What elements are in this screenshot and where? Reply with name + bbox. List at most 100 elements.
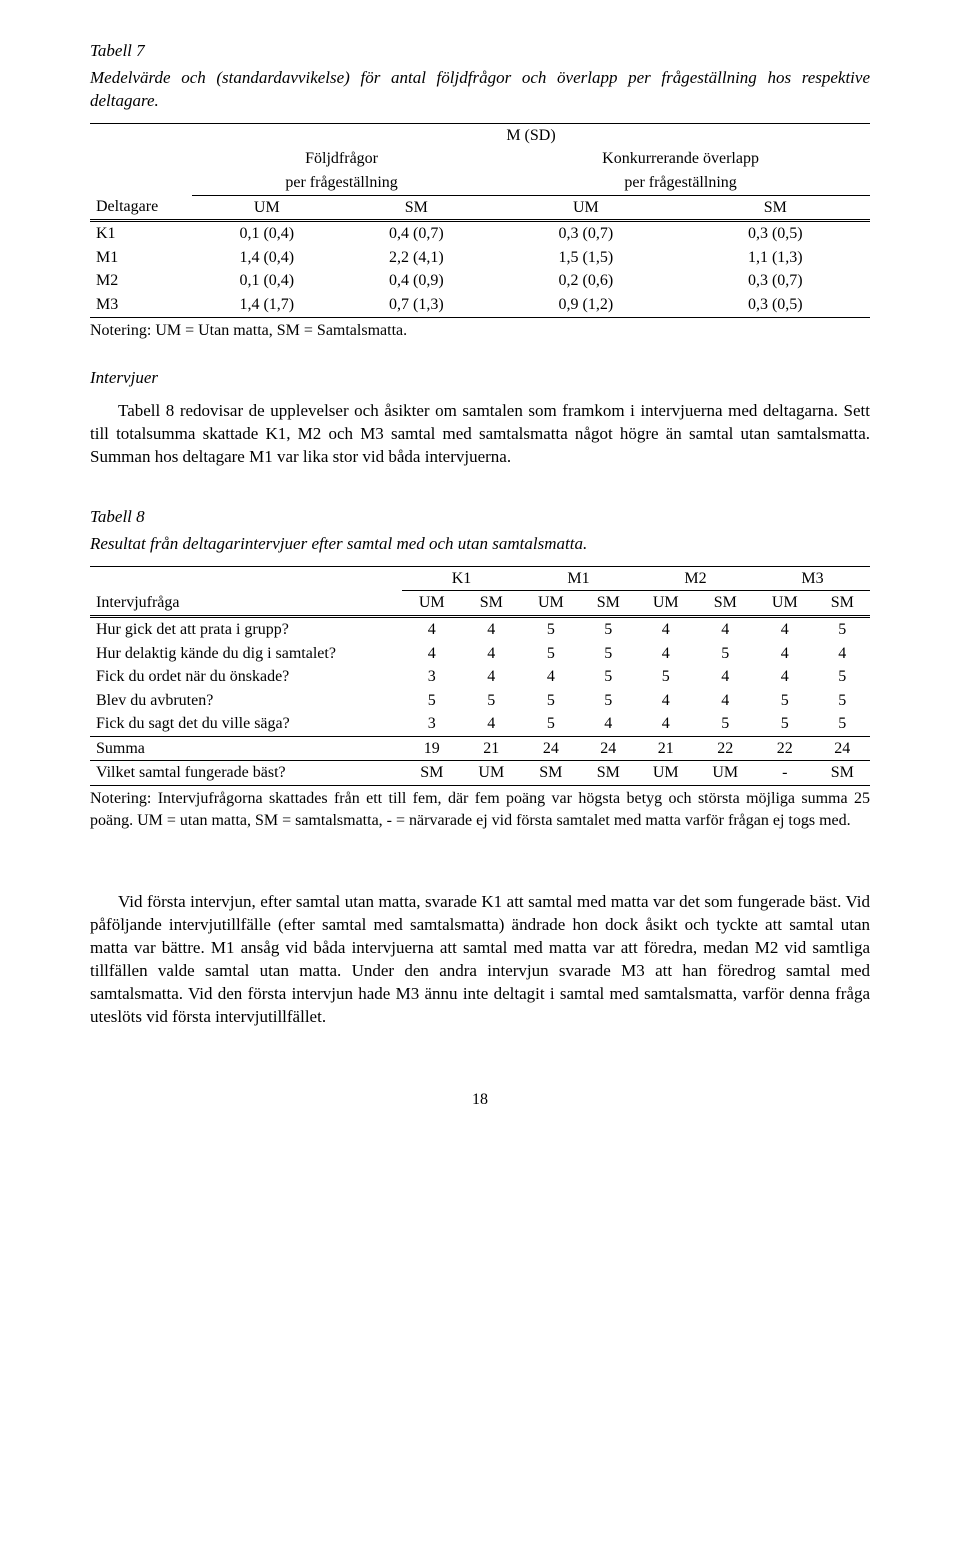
t8-sum: 19 <box>402 736 462 761</box>
t7-row-label: M1 <box>90 246 192 270</box>
t8-sub: SM <box>695 591 755 617</box>
t7-head-msd: M (SD) <box>192 123 870 147</box>
t8-q: Blev du avbruten? <box>90 689 402 713</box>
t8-cell: 4 <box>402 616 462 641</box>
t8-cell: 5 <box>581 616 636 641</box>
t8-best-label: Vilket samtal fungerade bäst? <box>90 761 402 786</box>
t7-cell: 0,9 (1,2) <box>491 293 680 317</box>
t8-cell: 3 <box>402 712 462 736</box>
t8-cell: 5 <box>755 689 815 713</box>
t8-cell: 5 <box>815 616 870 641</box>
t8-cell: 5 <box>521 689 581 713</box>
t7-row-label: M2 <box>90 269 192 293</box>
t8-cell: 5 <box>636 665 696 689</box>
t8-cell: 5 <box>581 665 636 689</box>
t8-cell: 3 <box>402 665 462 689</box>
t8-cell: 5 <box>462 689 522 713</box>
t8-sum: 24 <box>815 736 870 761</box>
t8-best: SM <box>521 761 581 786</box>
t8-sum-label: Summa <box>90 736 402 761</box>
t7-cell: 0,2 (0,6) <box>491 269 680 293</box>
t7-col-sm1: SM <box>342 195 492 221</box>
t8-cell: 5 <box>815 665 870 689</box>
t8-sum: 24 <box>581 736 636 761</box>
t8-best: SM <box>815 761 870 786</box>
t7-col-um1: UM <box>192 195 342 221</box>
t8-sub: UM <box>636 591 696 617</box>
t8-best: UM <box>636 761 696 786</box>
t8-sum: 24 <box>521 736 581 761</box>
t8-part: M2 <box>636 566 755 591</box>
table8-caption: Resultat från deltagarintervjuer efter s… <box>90 533 870 556</box>
t8-part: M1 <box>521 566 636 591</box>
t7-cell: 0,3 (0,7) <box>681 269 870 293</box>
t8-cell: 4 <box>636 616 696 641</box>
t8-cell: 4 <box>755 616 815 641</box>
t8-q: Hur gick det att prata i grupp? <box>90 616 402 641</box>
t8-cell: 5 <box>815 689 870 713</box>
t8-cell: 4 <box>636 689 696 713</box>
t8-cell: 4 <box>695 689 755 713</box>
t8-sub: UM <box>521 591 581 617</box>
t8-best: UM <box>695 761 755 786</box>
t8-cell: 4 <box>462 642 522 666</box>
t8-sum: 21 <box>636 736 696 761</box>
t8-sub: UM <box>755 591 815 617</box>
page-number: 18 <box>90 1089 870 1111</box>
t7-head-left: Följdfrågor <box>192 147 491 171</box>
t8-sum: 22 <box>755 736 815 761</box>
t7-cell: 1,1 (1,3) <box>681 246 870 270</box>
t7-cell: 0,3 (0,5) <box>681 293 870 317</box>
t7-cell: 1,5 (1,5) <box>491 246 680 270</box>
t7-cell: 0,7 (1,3) <box>342 293 492 317</box>
table7-caption: Medelvärde och (standardavvikelse) för a… <box>90 67 870 113</box>
table7: M (SD) Följdfrågor Konkurrerande överlap… <box>90 123 870 318</box>
t8-cell: 4 <box>402 642 462 666</box>
t7-row-label: M3 <box>90 293 192 317</box>
t7-cell: 1,4 (1,7) <box>192 293 342 317</box>
t8-best: SM <box>402 761 462 786</box>
para1: Tabell 8 redovisar de upplevelser och ås… <box>90 400 870 469</box>
t8-sub: SM <box>815 591 870 617</box>
t8-sub: SM <box>581 591 636 617</box>
t8-cell: 4 <box>462 616 522 641</box>
t8-cell: 4 <box>462 712 522 736</box>
t8-cell: 5 <box>402 689 462 713</box>
t8-cell: 5 <box>521 616 581 641</box>
t7-cell: 2,2 (4,1) <box>342 246 492 270</box>
t7-head-right2: per frågeställning <box>491 171 870 195</box>
t8-q: Fick du ordet när du önskade? <box>90 665 402 689</box>
t8-cell: 4 <box>521 665 581 689</box>
t8-part: M3 <box>755 566 870 591</box>
t8-sub: UM <box>402 591 462 617</box>
table8: K1 M1 M2 M3 Intervjufråga UM SM UM SM UM… <box>90 566 870 786</box>
t8-cell: 4 <box>636 712 696 736</box>
para2: Vid första intervjun, efter samtal utan … <box>90 891 870 1029</box>
table8-title: Tabell 8 <box>90 506 870 529</box>
t7-col-um2: UM <box>491 195 680 221</box>
t8-sub: SM <box>462 591 522 617</box>
t8-cell: 4 <box>755 642 815 666</box>
t8-col-q: Intervjufråga <box>90 591 402 617</box>
t7-row-label: K1 <box>90 221 192 246</box>
t8-best: - <box>755 761 815 786</box>
table8-note: Notering: Intervjufrågorna skattades frå… <box>90 788 870 831</box>
t8-cell: 5 <box>521 712 581 736</box>
t8-cell: 4 <box>695 665 755 689</box>
t7-col-sm2: SM <box>681 195 870 221</box>
t7-col-deltagare: Deltagare <box>90 195 192 221</box>
t7-cell: 0,1 (0,4) <box>192 269 342 293</box>
t8-cell: 4 <box>755 665 815 689</box>
t7-cell: 0,1 (0,4) <box>192 221 342 246</box>
t8-best: UM <box>462 761 522 786</box>
t8-cell: 4 <box>815 642 870 666</box>
t8-cell: 4 <box>581 712 636 736</box>
t8-cell: 5 <box>815 712 870 736</box>
t8-cell: 5 <box>755 712 815 736</box>
t8-cell: 5 <box>581 689 636 713</box>
t8-cell: 5 <box>581 642 636 666</box>
t8-sum: 22 <box>695 736 755 761</box>
t8-sum: 21 <box>462 736 522 761</box>
table7-note: Notering: UM = Utan matta, SM = Samtalsm… <box>90 320 870 342</box>
t8-cell: 4 <box>695 616 755 641</box>
